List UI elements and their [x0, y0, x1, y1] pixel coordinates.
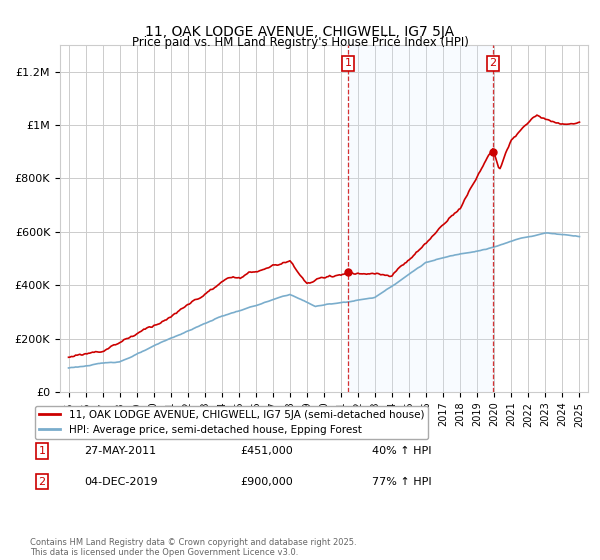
Text: 77% ↑ HPI: 77% ↑ HPI: [372, 477, 431, 487]
Text: 40% ↑ HPI: 40% ↑ HPI: [372, 446, 431, 456]
Text: £900,000: £900,000: [240, 477, 293, 487]
Text: 04-DEC-2019: 04-DEC-2019: [84, 477, 158, 487]
Text: 1: 1: [344, 58, 352, 68]
Text: 27-MAY-2011: 27-MAY-2011: [84, 446, 156, 456]
Text: £451,000: £451,000: [240, 446, 293, 456]
Text: Price paid vs. HM Land Registry's House Price Index (HPI): Price paid vs. HM Land Registry's House …: [131, 36, 469, 49]
Bar: [348, 45, 493, 392]
Text: Contains HM Land Registry data © Crown copyright and database right 2025.
This d: Contains HM Land Registry data © Crown c…: [30, 538, 356, 557]
Text: 2: 2: [38, 477, 46, 487]
Text: 11, OAK LODGE AVENUE, CHIGWELL, IG7 5JA: 11, OAK LODGE AVENUE, CHIGWELL, IG7 5JA: [145, 25, 455, 39]
Text: 2: 2: [490, 58, 497, 68]
Legend: 11, OAK LODGE AVENUE, CHIGWELL, IG7 5JA (semi-detached house), HPI: Average pric: 11, OAK LODGE AVENUE, CHIGWELL, IG7 5JA …: [35, 405, 428, 439]
Text: 1: 1: [38, 446, 46, 456]
